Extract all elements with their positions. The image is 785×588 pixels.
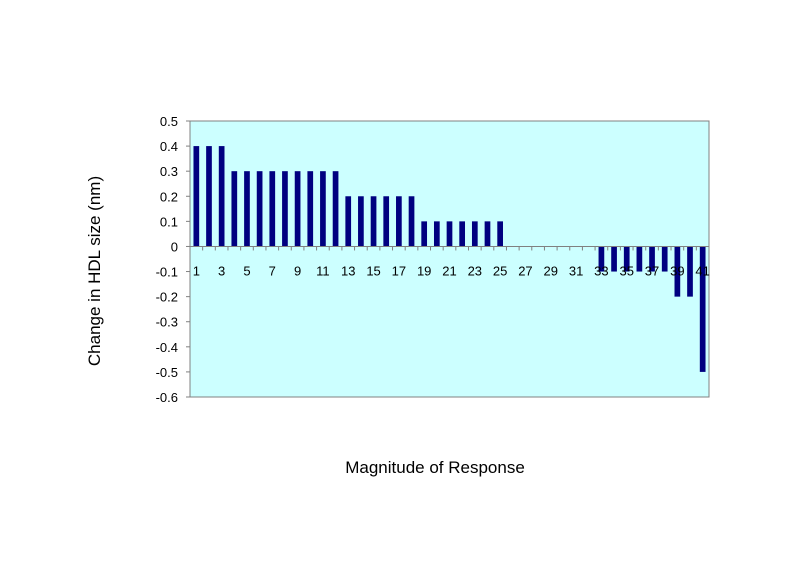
bar-14 — [358, 196, 364, 247]
x-tick-label: 37 — [645, 264, 659, 279]
bar-37 — [649, 246, 655, 272]
y-tick-label: 0.5 — [160, 114, 178, 129]
bar-20 — [433, 221, 440, 247]
x-tick-label: 5 — [243, 264, 250, 279]
bar-11 — [320, 171, 326, 247]
bar-21 — [446, 221, 453, 247]
y-tick-label: 0.4 — [160, 139, 178, 154]
x-tick-label: 25 — [493, 264, 507, 279]
bar-9 — [294, 171, 301, 247]
y-tick-label: -0.2 — [156, 290, 178, 305]
x-tick-label: 1 — [193, 264, 200, 279]
bar-24 — [484, 221, 491, 247]
x-axis-ticks: 1 3 5 7 9 11 13 15 17 19 21 23 25 27 29 31 33 35 37 39 41 — [189, 246, 710, 279]
y-tick-label: -0.3 — [156, 315, 178, 330]
bar-35 — [623, 246, 630, 272]
y-tick-label: -0.5 — [156, 365, 178, 380]
bar-16 — [383, 196, 390, 247]
bar-10 — [307, 171, 314, 247]
plot-area — [189, 120, 710, 398]
bar-6 — [256, 171, 263, 247]
bar-22 — [459, 221, 466, 247]
x-tick-label: 15 — [366, 264, 380, 279]
x-tick-label: 39 — [670, 264, 684, 279]
y-tick-label: 0.3 — [160, 164, 178, 179]
x-tick-label: 9 — [294, 264, 301, 279]
bar-25 — [497, 221, 503, 247]
bar-36 — [636, 246, 643, 272]
x-tick-label: 3 — [218, 264, 225, 279]
x-tick-label: 13 — [341, 264, 355, 279]
bar-8 — [282, 171, 288, 247]
bar-40 — [687, 246, 693, 297]
x-axis-title: Magnitude of Response — [345, 458, 525, 477]
y-tick-label: 0.2 — [160, 189, 178, 204]
y-tick-label: -0.6 — [156, 390, 178, 405]
bar-41 — [699, 246, 706, 372]
x-tick-label: 17 — [392, 264, 406, 279]
bar-7 — [269, 171, 276, 247]
x-tick-label: 7 — [269, 264, 276, 279]
bar-17 — [396, 196, 402, 247]
bar-2 — [206, 146, 212, 247]
y-tick-label: 0.1 — [160, 214, 178, 229]
bar-12 — [332, 171, 339, 247]
bar-5 — [244, 171, 250, 247]
x-tick-label: 35 — [619, 264, 633, 279]
y-tick-label: -0.1 — [156, 265, 178, 280]
x-tick-label: 33 — [594, 264, 608, 279]
bar-19 — [421, 221, 428, 247]
bar-18 — [408, 196, 415, 247]
y-tick-label: 0 — [171, 239, 178, 254]
y-tick-label: -0.4 — [156, 340, 178, 355]
bar-1 — [193, 146, 200, 247]
bar-34 — [611, 246, 617, 272]
bar-38 — [661, 246, 668, 272]
x-tick-label: 21 — [442, 264, 456, 279]
x-tick-label: 31 — [569, 264, 583, 279]
bar-33 — [598, 246, 605, 272]
x-tick-label: 27 — [518, 264, 532, 279]
y-axis-ticks: 0.5 0.4 0.3 0.2 0.1 0 -0.1 -0.2 -0.3 -0.4 -0.5 -0.6 — [156, 114, 190, 405]
x-tick-label: 29 — [544, 264, 558, 279]
bar-39 — [674, 246, 681, 297]
bar-23 — [471, 221, 478, 247]
x-tick-label: 11 — [316, 264, 330, 279]
x-tick-label: 23 — [468, 264, 482, 279]
bar-3 — [218, 146, 225, 247]
y-axis-title: Change in HDL size (nm) — [85, 176, 104, 366]
x-tick-label: 19 — [417, 264, 431, 279]
x-tick-label: 41 — [695, 264, 709, 279]
bar-15 — [370, 196, 377, 247]
bars — [193, 146, 706, 372]
bar-4 — [231, 171, 238, 247]
bar-13 — [345, 196, 352, 247]
